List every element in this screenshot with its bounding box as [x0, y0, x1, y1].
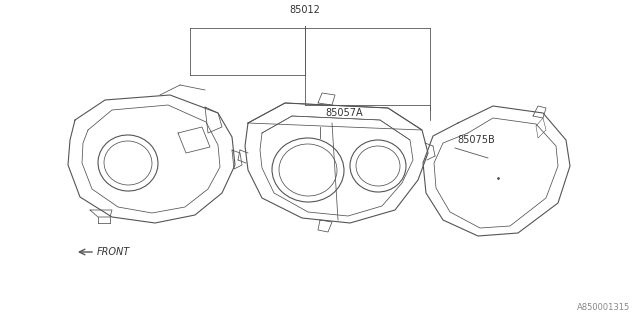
Text: 85057A: 85057A	[325, 108, 363, 118]
Text: FRONT: FRONT	[97, 247, 131, 257]
Text: 85075B: 85075B	[457, 135, 495, 145]
Text: A850001315: A850001315	[577, 303, 630, 312]
Text: 85012: 85012	[289, 5, 321, 15]
